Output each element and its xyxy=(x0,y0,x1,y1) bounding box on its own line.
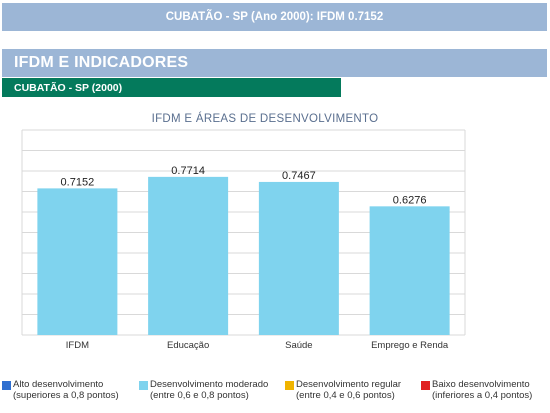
x-tick-label-1: Educação xyxy=(167,340,209,351)
x-tick-label-3: Emprego e Renda xyxy=(371,340,449,351)
chart-title: IFDM E ÁREAS DE DESENVOLVIMENTO xyxy=(152,112,379,125)
section-title: IFDM E INDICADORES xyxy=(2,49,547,77)
legend-label-alto: Alto desenvolvimento xyxy=(13,379,104,390)
legend-label-regular: Desenvolvimento regular xyxy=(296,379,402,390)
data-label-2: 0.7467 xyxy=(282,170,316,182)
legend-swatch-regular xyxy=(285,381,294,390)
data-label-1: 0.7714 xyxy=(171,165,205,177)
legend-label-baixo: Baixo desenvolvimento xyxy=(432,379,530,390)
x-tick-label-0: IFDM xyxy=(66,340,89,351)
legend: Alto desenvolvimento (superiores a 0,8 p… xyxy=(0,379,550,413)
section-subtitle-text: CUBATÃO - SP (2000) xyxy=(14,81,123,94)
bar-chart: IFDM E ÁREAS DE DESENVOLVIMENTO 0.7152 IFD… xyxy=(21,112,466,351)
bar-3 xyxy=(369,206,450,335)
section-subtitle: CUBATÃO - SP (2000) xyxy=(2,78,341,97)
data-label-0: 0.7152 xyxy=(61,176,95,188)
legend-swatch-moderado xyxy=(139,381,148,390)
data-label-3: 0.6276 xyxy=(393,194,427,206)
legend-range-alto: (superiores a 0,8 pontos) xyxy=(13,390,119,401)
legend-label-moderado: Desenvolvimento moderado xyxy=(150,379,269,390)
legend-swatch-alto xyxy=(2,381,11,390)
legend-range-moderado: (entre 0,6 e 0,8 pontos) xyxy=(150,390,249,401)
legend-swatch-baixo xyxy=(421,381,430,390)
legend-range-regular: (entre 0,4 e 0,6 pontos) xyxy=(296,390,395,401)
section-title-text: IFDM E INDICADORES xyxy=(14,54,189,71)
x-tick-label-2: Saúde xyxy=(285,340,312,351)
bar-0 xyxy=(37,188,118,335)
page-header: CUBATÃO - SP (Ano 2000): IFDM 0.7152 xyxy=(2,3,547,31)
legend-range-baixo: (inferiores a 0,4 pontos) xyxy=(432,390,533,401)
bar-2 xyxy=(258,181,339,335)
bar-1 xyxy=(148,176,229,335)
page-title: CUBATÃO - SP (Ano 2000): IFDM 0.7152 xyxy=(165,11,384,23)
